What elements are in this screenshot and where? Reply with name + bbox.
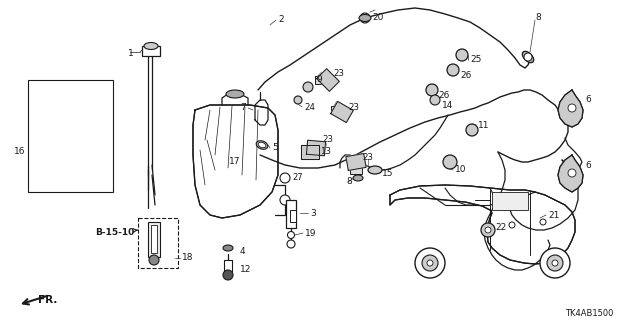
Text: 23: 23: [322, 135, 333, 145]
Circle shape: [280, 173, 290, 183]
Bar: [290, 210, 296, 222]
Text: 26: 26: [460, 70, 472, 79]
Text: 6: 6: [585, 161, 591, 170]
Circle shape: [303, 82, 313, 92]
Ellipse shape: [368, 166, 382, 174]
Circle shape: [540, 219, 546, 225]
Text: 25: 25: [470, 55, 481, 65]
Circle shape: [360, 13, 370, 23]
Bar: [307, 147, 319, 155]
Text: 4: 4: [240, 246, 246, 255]
Ellipse shape: [226, 90, 244, 98]
Bar: [142, 46, 160, 56]
Circle shape: [430, 95, 440, 105]
Text: 9: 9: [316, 76, 322, 84]
Circle shape: [280, 195, 290, 205]
Ellipse shape: [144, 43, 158, 50]
Bar: [28, 80, 113, 192]
Circle shape: [481, 223, 495, 237]
Circle shape: [443, 155, 457, 169]
Ellipse shape: [258, 142, 266, 148]
Polygon shape: [301, 145, 319, 159]
Text: B-15-10: B-15-10: [95, 228, 137, 237]
Circle shape: [524, 53, 532, 61]
Text: 7: 7: [240, 103, 246, 113]
Polygon shape: [558, 155, 583, 192]
Circle shape: [447, 64, 459, 76]
Ellipse shape: [256, 141, 268, 149]
Polygon shape: [346, 154, 366, 171]
Bar: [151, 225, 157, 253]
Polygon shape: [317, 69, 339, 91]
Text: 2: 2: [278, 15, 284, 25]
Text: 24: 24: [304, 102, 315, 111]
Text: 17: 17: [228, 157, 240, 166]
Bar: [138, 218, 178, 268]
Text: 5: 5: [272, 143, 278, 153]
Text: 10: 10: [455, 165, 467, 174]
Text: 3: 3: [310, 209, 316, 218]
Text: 19: 19: [305, 228, 317, 237]
Ellipse shape: [522, 51, 534, 63]
Ellipse shape: [223, 245, 233, 251]
Circle shape: [568, 169, 576, 177]
Text: 15: 15: [382, 169, 394, 178]
Bar: [224, 260, 232, 272]
Polygon shape: [193, 105, 278, 218]
Text: 13: 13: [320, 148, 331, 156]
Text: 6: 6: [585, 95, 591, 105]
Text: 14: 14: [442, 100, 453, 109]
Text: TK4AB1500: TK4AB1500: [565, 308, 613, 317]
Circle shape: [223, 270, 233, 280]
Circle shape: [149, 255, 159, 265]
Circle shape: [540, 248, 570, 278]
Polygon shape: [558, 90, 583, 127]
Circle shape: [287, 231, 294, 238]
Ellipse shape: [353, 175, 363, 181]
Text: 23: 23: [333, 68, 344, 77]
Circle shape: [568, 104, 576, 112]
Polygon shape: [307, 140, 326, 156]
Ellipse shape: [359, 14, 371, 21]
Circle shape: [466, 124, 478, 136]
Bar: [350, 166, 362, 174]
Text: 23: 23: [362, 153, 373, 162]
Circle shape: [426, 84, 438, 96]
Circle shape: [509, 222, 515, 228]
Text: 20: 20: [372, 13, 383, 22]
Text: 23: 23: [348, 103, 359, 113]
Text: 27: 27: [292, 173, 303, 182]
Text: 26: 26: [438, 91, 449, 100]
Text: 11: 11: [478, 121, 490, 130]
Bar: [332, 107, 343, 115]
Bar: [315, 76, 327, 84]
Text: 8: 8: [535, 12, 541, 21]
Circle shape: [552, 260, 558, 266]
Text: 18: 18: [182, 253, 193, 262]
Text: 22: 22: [495, 223, 506, 233]
Circle shape: [287, 240, 295, 248]
Bar: [286, 200, 296, 228]
Text: FR.: FR.: [38, 295, 58, 305]
Text: 1: 1: [128, 49, 134, 58]
Bar: [148, 222, 160, 257]
Circle shape: [485, 227, 491, 233]
Text: 16: 16: [13, 148, 25, 156]
Text: 8: 8: [346, 178, 352, 187]
Bar: [492, 192, 528, 210]
Text: 12: 12: [240, 266, 252, 275]
Text: 21: 21: [548, 211, 559, 220]
Circle shape: [422, 255, 438, 271]
Circle shape: [294, 96, 302, 104]
Polygon shape: [390, 185, 575, 264]
Circle shape: [456, 49, 468, 61]
Polygon shape: [331, 101, 353, 123]
Circle shape: [415, 248, 445, 278]
Circle shape: [547, 255, 563, 271]
Circle shape: [427, 260, 433, 266]
